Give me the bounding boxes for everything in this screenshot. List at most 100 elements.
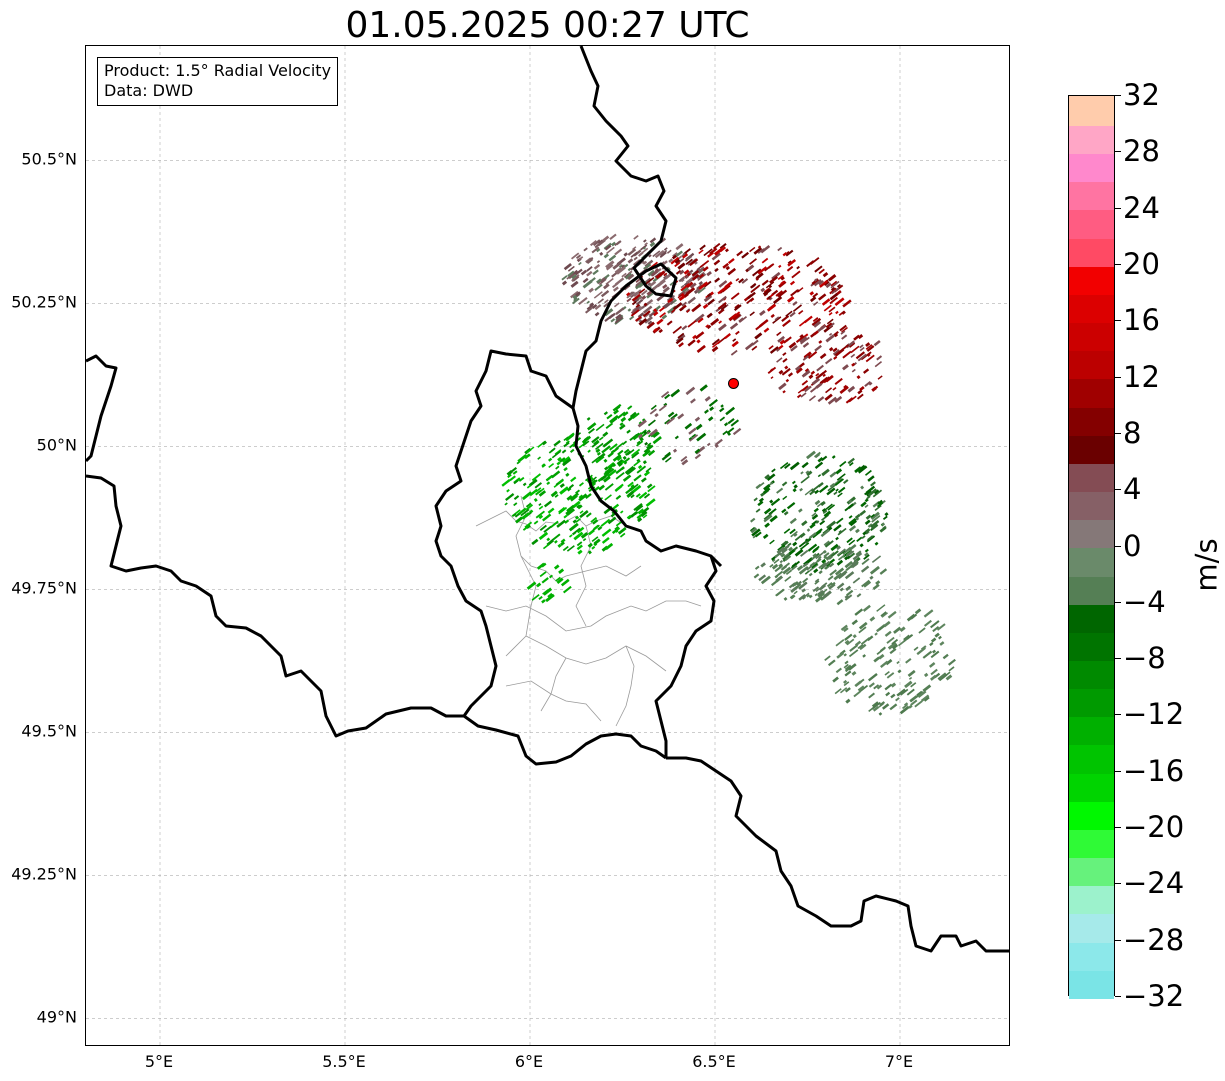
radar-echo (827, 575, 834, 581)
radar-echo (814, 344, 822, 352)
radar-echo (703, 280, 712, 288)
radar-echo (646, 431, 650, 435)
radar-echo (666, 417, 675, 425)
radar-echo (563, 441, 570, 448)
radar-echo (824, 655, 831, 661)
radar-echo (547, 592, 553, 598)
radar-echo (780, 544, 790, 553)
radar-echo (843, 627, 849, 633)
radar-echo (723, 422, 729, 427)
radar-echo (800, 338, 808, 345)
radar-echo (795, 367, 803, 374)
radar-echo (670, 413, 678, 420)
radar-echo (555, 465, 560, 470)
radar-echo (652, 282, 662, 290)
radar-echo (813, 507, 819, 513)
radar-echo (591, 436, 600, 444)
radar-echo (879, 646, 886, 652)
radar-echo (567, 270, 575, 277)
radar-echo (534, 482, 543, 489)
radar-echo (769, 346, 779, 354)
radar-echo (827, 484, 836, 492)
radar-echo (932, 626, 940, 633)
radar-echo (800, 475, 810, 484)
radar-echo (654, 249, 665, 259)
radar-echo (596, 248, 601, 253)
radar-echo (538, 531, 549, 540)
radar-echo (837, 486, 846, 494)
radar-echo (606, 246, 615, 255)
radar-echo (698, 281, 709, 290)
radar-echo (876, 684, 883, 690)
radar-echo (802, 355, 809, 361)
canton-border (525, 635, 667, 672)
radar-echo (781, 481, 788, 487)
radar-echo (647, 282, 652, 286)
radar-echo (624, 465, 635, 475)
radar-echo (713, 259, 721, 266)
radar-echo (641, 506, 650, 515)
radar-echo (871, 555, 882, 564)
radar-echo (783, 511, 789, 516)
radar-echo (858, 626, 867, 634)
radar-echo (804, 488, 814, 496)
radar-echo (774, 564, 783, 573)
radar-echo (788, 546, 794, 552)
radar-echo (512, 513, 517, 517)
radar-echo (785, 569, 793, 576)
radar-echo (853, 334, 860, 341)
product-label: Product: 1.5° Radial Velocity (104, 61, 332, 80)
radar-echo (550, 520, 559, 529)
radar-echo (536, 582, 542, 588)
radar-echo (774, 551, 782, 559)
radar-echo (729, 322, 739, 330)
radar-echo (611, 241, 617, 247)
radar-echo (726, 427, 735, 435)
radar-echo (807, 538, 812, 542)
radar-echo (803, 351, 812, 359)
border-belgium-netherlands-west (86, 354, 118, 463)
radar-echo (557, 543, 562, 548)
radar-echo (663, 402, 668, 407)
radar-echo (674, 251, 683, 258)
radar-echo (730, 419, 740, 427)
radar-echo (691, 433, 697, 438)
radar-echo (612, 503, 620, 510)
radar-echo (778, 264, 782, 269)
radar-echo (638, 288, 646, 295)
radar-echo (717, 286, 727, 295)
colorbar-tick-label: −24 (1123, 866, 1185, 901)
radar-echo (663, 247, 668, 251)
radar-echo (790, 594, 796, 600)
colorbar-tick-label: −32 (1123, 979, 1185, 1013)
radar-echo (761, 279, 769, 286)
radar-echo (653, 311, 659, 317)
radar-echo (718, 295, 727, 304)
radar-echo (848, 663, 857, 671)
radar-echo (854, 608, 864, 616)
radar-echo (521, 491, 533, 501)
radar-echo (839, 385, 849, 394)
radar-echo (531, 538, 539, 546)
colorbar-tick (1115, 545, 1121, 547)
radar-echo (574, 515, 580, 520)
longitude-label: 5°E (144, 1052, 174, 1071)
radar-echo (903, 634, 910, 641)
radar-echo (637, 312, 645, 319)
radar-echo (846, 589, 854, 597)
radar-echo (642, 260, 648, 265)
latitude-label: 49.75°N (11, 578, 77, 598)
map-area[interactable] (85, 45, 1010, 1046)
radar-echo (878, 625, 885, 631)
radar-echo (815, 372, 820, 377)
radar-echo (592, 269, 599, 276)
radar-echo (845, 397, 854, 404)
radar-echo (854, 528, 860, 534)
radar-echo (724, 281, 733, 289)
radar-echo (635, 493, 641, 498)
radar-echo (800, 392, 807, 398)
radar-echo (533, 497, 538, 503)
radar-echo (788, 548, 796, 556)
radar-site-marker[interactable] (728, 377, 739, 389)
radar-echo (754, 332, 763, 340)
